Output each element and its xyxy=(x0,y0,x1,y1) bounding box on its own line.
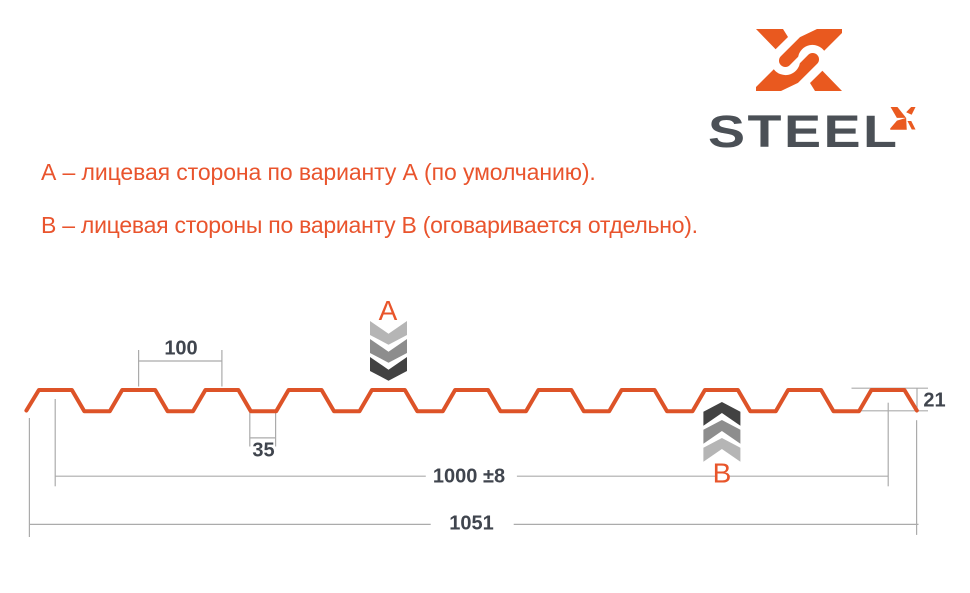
svg-text:А: А xyxy=(379,295,398,326)
svg-text:В: В xyxy=(713,458,732,489)
svg-text:1051: 1051 xyxy=(449,513,494,535)
svg-text:35: 35 xyxy=(252,440,274,462)
svg-text:100: 100 xyxy=(164,338,197,360)
svg-text:1000 ±8: 1000 ±8 xyxy=(433,465,505,487)
svg-text:21: 21 xyxy=(923,390,945,412)
